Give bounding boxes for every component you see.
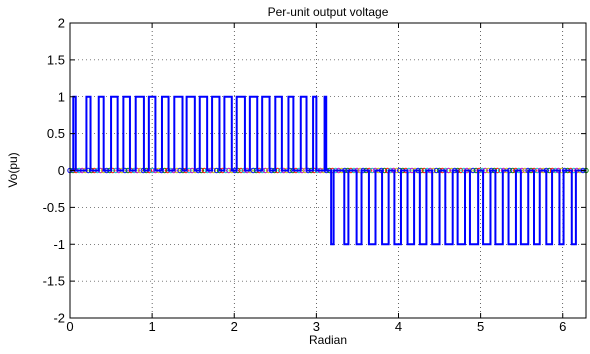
x-tick-label: 3 (313, 319, 320, 334)
x-tick-label: 2 (231, 319, 238, 334)
chart-title: Per-unit output voltage (268, 5, 389, 19)
y-tick-label: -2 (53, 311, 65, 326)
baseline-marker (137, 167, 143, 174)
y-axis-label: Vo(pu) (6, 152, 20, 187)
y-tick-label: 1 (58, 89, 65, 104)
y-tick-label: 0.5 (47, 126, 65, 141)
x-tick-label: 1 (149, 319, 156, 334)
x-tick-label: 4 (395, 319, 402, 334)
baseline-marker (250, 167, 256, 174)
y-tick-label: 2 (58, 16, 65, 31)
y-tick-label: -1 (53, 237, 65, 252)
series-line (70, 95, 586, 246)
x-tick-label: 0 (66, 319, 73, 334)
baseline-marker (510, 167, 516, 174)
x-tick-label: 6 (559, 319, 566, 334)
baseline-marker (369, 167, 375, 174)
baseline-marker (262, 167, 269, 174)
y-tick-label: -0.5 (43, 200, 65, 215)
y-tick-label: 0 (58, 163, 65, 178)
series-layer (70, 95, 586, 246)
baseline-marker (238, 167, 244, 174)
y-tick-label: -1.5 (43, 274, 65, 289)
y-tick-label: 1.5 (47, 52, 65, 67)
x-tick-label: 5 (477, 319, 484, 334)
baseline-marker (445, 167, 452, 174)
x-axis-label: Radian (309, 333, 347, 347)
axis-ticks: 0 1 2 3 4 5 6 -2 -1.5 -1 -0.5 0 0.5 1 1.5 2 (43, 16, 586, 334)
baseline-marker (522, 167, 528, 174)
